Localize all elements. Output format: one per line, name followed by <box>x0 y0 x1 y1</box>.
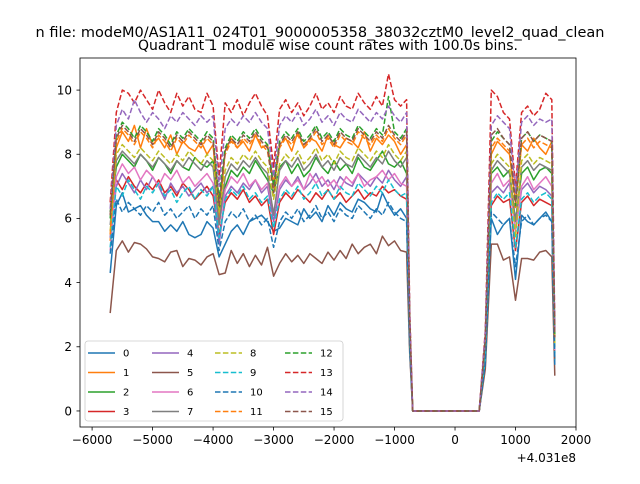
chart-title: Quadrant 1 module wise count rates with … <box>138 38 518 54</box>
legend-label-2: 2 <box>123 388 129 399</box>
x-offset-label: +4.031e8 <box>517 451 576 465</box>
y-tick-label: 2 <box>64 340 72 354</box>
x-tick-label: −4000 <box>193 433 234 447</box>
x-tick-label: −6000 <box>72 433 113 447</box>
legend-label-6: 6 <box>187 388 193 399</box>
series-group <box>109 73 556 412</box>
legend-label-1: 1 <box>123 368 129 379</box>
legend-label-8: 8 <box>250 349 256 360</box>
y-tick-label: 0 <box>64 404 72 418</box>
legend-label-9: 9 <box>250 368 256 379</box>
x-tick-label: −3000 <box>253 433 294 447</box>
legend-label-12: 12 <box>320 349 333 360</box>
series-line-15 <box>109 124 556 412</box>
series-line-11 <box>109 127 556 412</box>
series-line-14 <box>109 98 556 412</box>
legend-label-15: 15 <box>320 407 333 418</box>
legend-label-10: 10 <box>250 388 263 399</box>
figure-suptitle: n file: modeM0/AS1A11_024T01_9000005358_… <box>36 25 605 41</box>
y-tick-label: 8 <box>64 148 72 162</box>
x-tick-label: 0 <box>451 433 459 447</box>
series-line-10 <box>109 198 556 412</box>
x-tick-label: 2000 <box>561 433 592 447</box>
y-tick-label: 6 <box>64 212 72 226</box>
legend-label-4: 4 <box>187 349 193 360</box>
y-tick-label: 10 <box>57 83 72 97</box>
legend-label-0: 0 <box>123 349 129 360</box>
series-line-8 <box>109 143 556 412</box>
legend-label-5: 5 <box>187 368 193 379</box>
legend-box <box>84 340 344 422</box>
legend-label-7: 7 <box>187 407 193 418</box>
legend-label-3: 3 <box>123 407 129 418</box>
x-tick-label: −1000 <box>374 433 415 447</box>
axes-frame <box>79 57 577 428</box>
legend-label-14: 14 <box>320 388 333 399</box>
legend-label-13: 13 <box>320 368 333 379</box>
x-tick-label: 1000 <box>500 433 531 447</box>
x-tick-label: −5000 <box>132 433 173 447</box>
y-tick-label: 4 <box>64 276 72 290</box>
legend-label-11: 11 <box>250 407 263 418</box>
x-tick-label: −2000 <box>314 433 355 447</box>
